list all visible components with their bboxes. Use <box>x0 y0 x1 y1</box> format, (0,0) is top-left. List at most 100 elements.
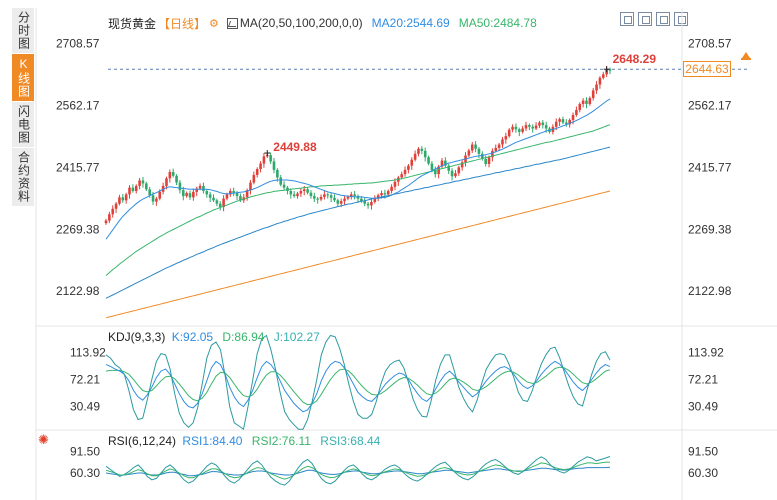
candle-body <box>380 193 383 196</box>
zoom-in-icon[interactable] <box>638 12 652 26</box>
candle-body <box>383 193 387 195</box>
candle-body <box>571 114 575 121</box>
rsi-tick-right: 91.50 <box>688 445 718 459</box>
candle-body <box>181 190 185 197</box>
candle-body <box>309 192 313 197</box>
candle-body <box>178 182 182 191</box>
sun-settings-icon[interactable]: ✺ <box>38 432 49 447</box>
price-tick-right: 2122.98 <box>688 284 732 298</box>
candle-body <box>313 196 316 199</box>
candle-body <box>222 198 225 208</box>
tab-timeshare[interactable]: 分时图 <box>12 8 34 54</box>
rsi3-line <box>105 466 611 477</box>
candle-body <box>528 125 531 127</box>
candle-body <box>504 136 508 140</box>
rsi-tick-left: 60.30 <box>70 466 100 480</box>
candle-body <box>393 181 397 187</box>
candle-body <box>205 191 209 195</box>
candle-body <box>407 165 410 170</box>
candle-body <box>255 169 259 175</box>
candle-body <box>118 197 121 204</box>
candle-body <box>229 191 232 195</box>
kdj-tick-left: 72.21 <box>70 372 100 386</box>
rsi2-line <box>105 461 611 480</box>
candle-body <box>269 155 272 162</box>
candle-body <box>292 194 296 197</box>
candle-body <box>497 144 501 148</box>
candle-body <box>430 163 434 170</box>
sidebar: 分时图 K线图 闪电图 合约资料 <box>12 8 34 207</box>
candle-body <box>343 198 346 202</box>
candle-body <box>192 191 195 198</box>
gear-icon[interactable]: ⚙ <box>209 17 219 30</box>
ma20-line <box>105 98 611 240</box>
local-high-label: 2449.88 <box>273 140 317 154</box>
rsi1-line <box>105 456 611 486</box>
candle-body <box>319 196 323 200</box>
current-price-tag: 2644.63 <box>683 61 731 77</box>
candle-body <box>460 162 464 168</box>
crosshair-icon[interactable] <box>620 12 634 26</box>
candle-body <box>302 189 306 192</box>
ma100-line <box>105 146 611 299</box>
candle-body <box>511 126 514 130</box>
kdj-tick-right: 72.21 <box>688 372 718 386</box>
price-tick-right: 2708.57 <box>688 37 732 51</box>
candle-body <box>349 194 353 197</box>
candle-body <box>575 109 578 115</box>
high-label: 2648.29 <box>613 52 657 66</box>
chart-header: 现货黄金 【日线】 ⚙ MA(20,50,100,200,0,0) MA20:2… <box>108 15 537 31</box>
candle-body <box>450 170 454 177</box>
candle-body <box>467 150 471 156</box>
candle-body <box>366 203 370 206</box>
rsi-tick-left: 91.50 <box>70 445 100 459</box>
candle-body <box>299 191 303 194</box>
rsi-tick-right: 60.30 <box>688 466 718 480</box>
candle-body <box>373 198 377 202</box>
candle-body <box>494 147 498 151</box>
candle-body <box>370 202 373 206</box>
candle-body <box>175 175 178 183</box>
price-tick-left: 2269.38 <box>56 222 100 236</box>
candle-body <box>413 153 417 160</box>
candle-body <box>326 194 330 196</box>
candle-body <box>124 194 128 201</box>
candle-body <box>454 173 457 177</box>
tab-kline[interactable]: K线图 <box>12 54 34 102</box>
candle-body <box>595 84 598 91</box>
ma-params[interactable]: MA(20,50,100,200,0,0) <box>239 16 363 30</box>
kdj-j-line <box>105 334 611 431</box>
period-selector[interactable]: 【日线】 <box>158 16 207 31</box>
candle-body <box>531 126 535 129</box>
candle-body <box>578 103 582 110</box>
candle-body <box>565 122 568 125</box>
zoom-out-icon[interactable] <box>656 12 670 26</box>
kdj-tick-left: 113.92 <box>70 345 106 359</box>
candle-body <box>601 74 605 78</box>
tab-flash[interactable]: 闪电图 <box>12 102 34 148</box>
candle-body <box>165 178 168 186</box>
candle-body <box>390 186 393 192</box>
ma-indicator-icon[interactable] <box>226 17 238 29</box>
candle-body <box>517 129 521 132</box>
candle-body <box>524 125 528 129</box>
kdj-tick-left: 30.49 <box>70 399 100 413</box>
candle-body <box>249 182 252 191</box>
candle-body <box>316 198 319 200</box>
candle-body <box>588 98 592 104</box>
candle-body <box>289 191 293 195</box>
tab-contract-info[interactable]: 合约资料 <box>12 148 34 207</box>
candle-body <box>339 201 343 204</box>
ma50-line <box>105 124 611 276</box>
candle-body <box>591 90 595 99</box>
candle-body <box>104 220 108 224</box>
candle-body <box>245 190 249 198</box>
candle-body <box>477 148 481 154</box>
price-tick-left: 2708.57 <box>56 37 100 51</box>
candle-body <box>121 197 125 201</box>
candle-body <box>353 194 356 197</box>
candle-body <box>474 144 477 149</box>
ma200-line <box>105 190 611 319</box>
candle-body <box>108 214 111 221</box>
